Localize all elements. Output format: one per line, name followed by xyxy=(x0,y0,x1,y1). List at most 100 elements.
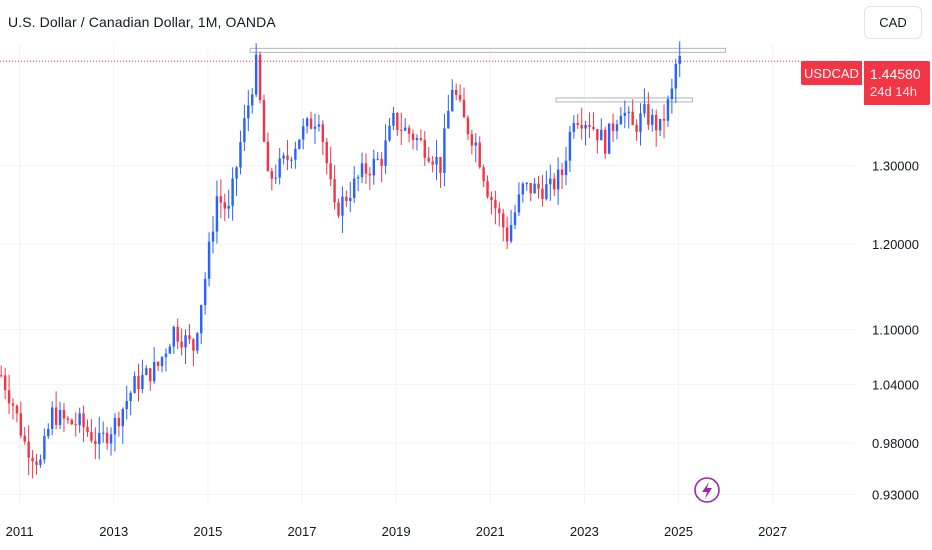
candle xyxy=(23,427,26,445)
y-tick-label: 0.98000 xyxy=(872,436,919,451)
candle xyxy=(509,209,513,244)
x-tick-label: 2019 xyxy=(382,524,411,539)
candle xyxy=(392,106,395,131)
candle xyxy=(447,94,450,129)
candle xyxy=(635,119,638,141)
candle xyxy=(388,118,391,142)
candle xyxy=(188,324,191,345)
candle xyxy=(317,114,321,132)
candle xyxy=(478,136,481,169)
candle xyxy=(474,133,477,163)
candle xyxy=(666,95,670,127)
candle xyxy=(627,106,630,129)
candle xyxy=(15,404,19,423)
candle xyxy=(396,112,399,137)
level-major-resistance[interactable] xyxy=(249,47,727,53)
candle xyxy=(196,332,199,354)
candle xyxy=(325,137,328,175)
candle xyxy=(203,272,207,315)
candle xyxy=(329,146,332,187)
candle xyxy=(274,164,277,185)
candle xyxy=(113,413,117,452)
candle xyxy=(184,329,187,365)
candle xyxy=(654,109,658,147)
candle xyxy=(439,156,442,188)
candle xyxy=(466,115,470,140)
candle xyxy=(164,348,168,372)
candle xyxy=(537,175,540,199)
candle xyxy=(94,427,97,460)
candle xyxy=(105,426,109,450)
candle xyxy=(643,88,646,118)
candle xyxy=(137,363,140,402)
candle xyxy=(121,407,125,444)
price-badge: USDCAD 1.44580 24d 14h xyxy=(801,61,932,105)
candle xyxy=(133,371,136,394)
bar-countdown: 24d 14h xyxy=(870,84,917,99)
candle xyxy=(286,139,289,170)
candle xyxy=(90,419,93,444)
candle xyxy=(172,325,176,354)
candle xyxy=(384,124,387,174)
candle xyxy=(360,152,364,184)
candle xyxy=(431,156,434,173)
candle xyxy=(341,186,344,233)
candle xyxy=(333,165,336,210)
candle xyxy=(156,361,160,372)
lightning-icon[interactable] xyxy=(694,477,720,503)
candle xyxy=(407,124,411,143)
x-tick-label: 2017 xyxy=(288,524,317,539)
candle xyxy=(470,129,474,155)
currency-button[interactable]: CAD xyxy=(864,6,922,39)
candle xyxy=(556,157,560,205)
candle xyxy=(553,173,556,197)
candle xyxy=(549,164,552,201)
candle xyxy=(615,119,619,140)
candle xyxy=(498,202,501,227)
candle xyxy=(596,128,599,154)
candle xyxy=(180,328,183,356)
candle xyxy=(564,146,568,186)
candle xyxy=(545,170,548,201)
y-tick-label: 0.93000 xyxy=(872,487,919,502)
candle xyxy=(505,216,509,249)
y-tick-label: 1.04000 xyxy=(872,378,919,393)
candle xyxy=(278,147,281,185)
candle xyxy=(58,401,62,430)
x-tick-label: 2013 xyxy=(99,524,128,539)
y-tick-label: 1.10000 xyxy=(872,323,919,338)
candle xyxy=(541,174,544,207)
candle xyxy=(98,416,101,460)
candle xyxy=(345,190,348,207)
candle xyxy=(376,151,379,161)
candle xyxy=(247,89,250,132)
y-tick-label: 1.30000 xyxy=(872,159,919,174)
candle xyxy=(129,390,132,416)
candle xyxy=(78,407,81,433)
candle xyxy=(513,204,517,230)
candle xyxy=(494,190,497,225)
candle xyxy=(352,166,356,203)
candle xyxy=(54,391,58,430)
candle xyxy=(372,149,376,185)
candle xyxy=(141,359,144,394)
candle xyxy=(254,43,258,98)
candle xyxy=(356,174,360,192)
candle xyxy=(266,132,270,172)
candle xyxy=(313,113,317,144)
candle xyxy=(215,180,219,244)
candle xyxy=(486,175,489,199)
candle xyxy=(43,428,46,464)
candle xyxy=(631,99,634,126)
candle xyxy=(309,111,313,130)
candle xyxy=(639,103,642,146)
x-tick-label: 2027 xyxy=(758,524,787,539)
candle xyxy=(517,182,521,216)
candle xyxy=(380,152,383,183)
candle xyxy=(176,318,179,350)
x-tick-label: 2011 xyxy=(6,524,34,539)
candle xyxy=(11,398,15,420)
candle xyxy=(349,181,352,213)
x-tick-label: 2023 xyxy=(570,524,599,539)
